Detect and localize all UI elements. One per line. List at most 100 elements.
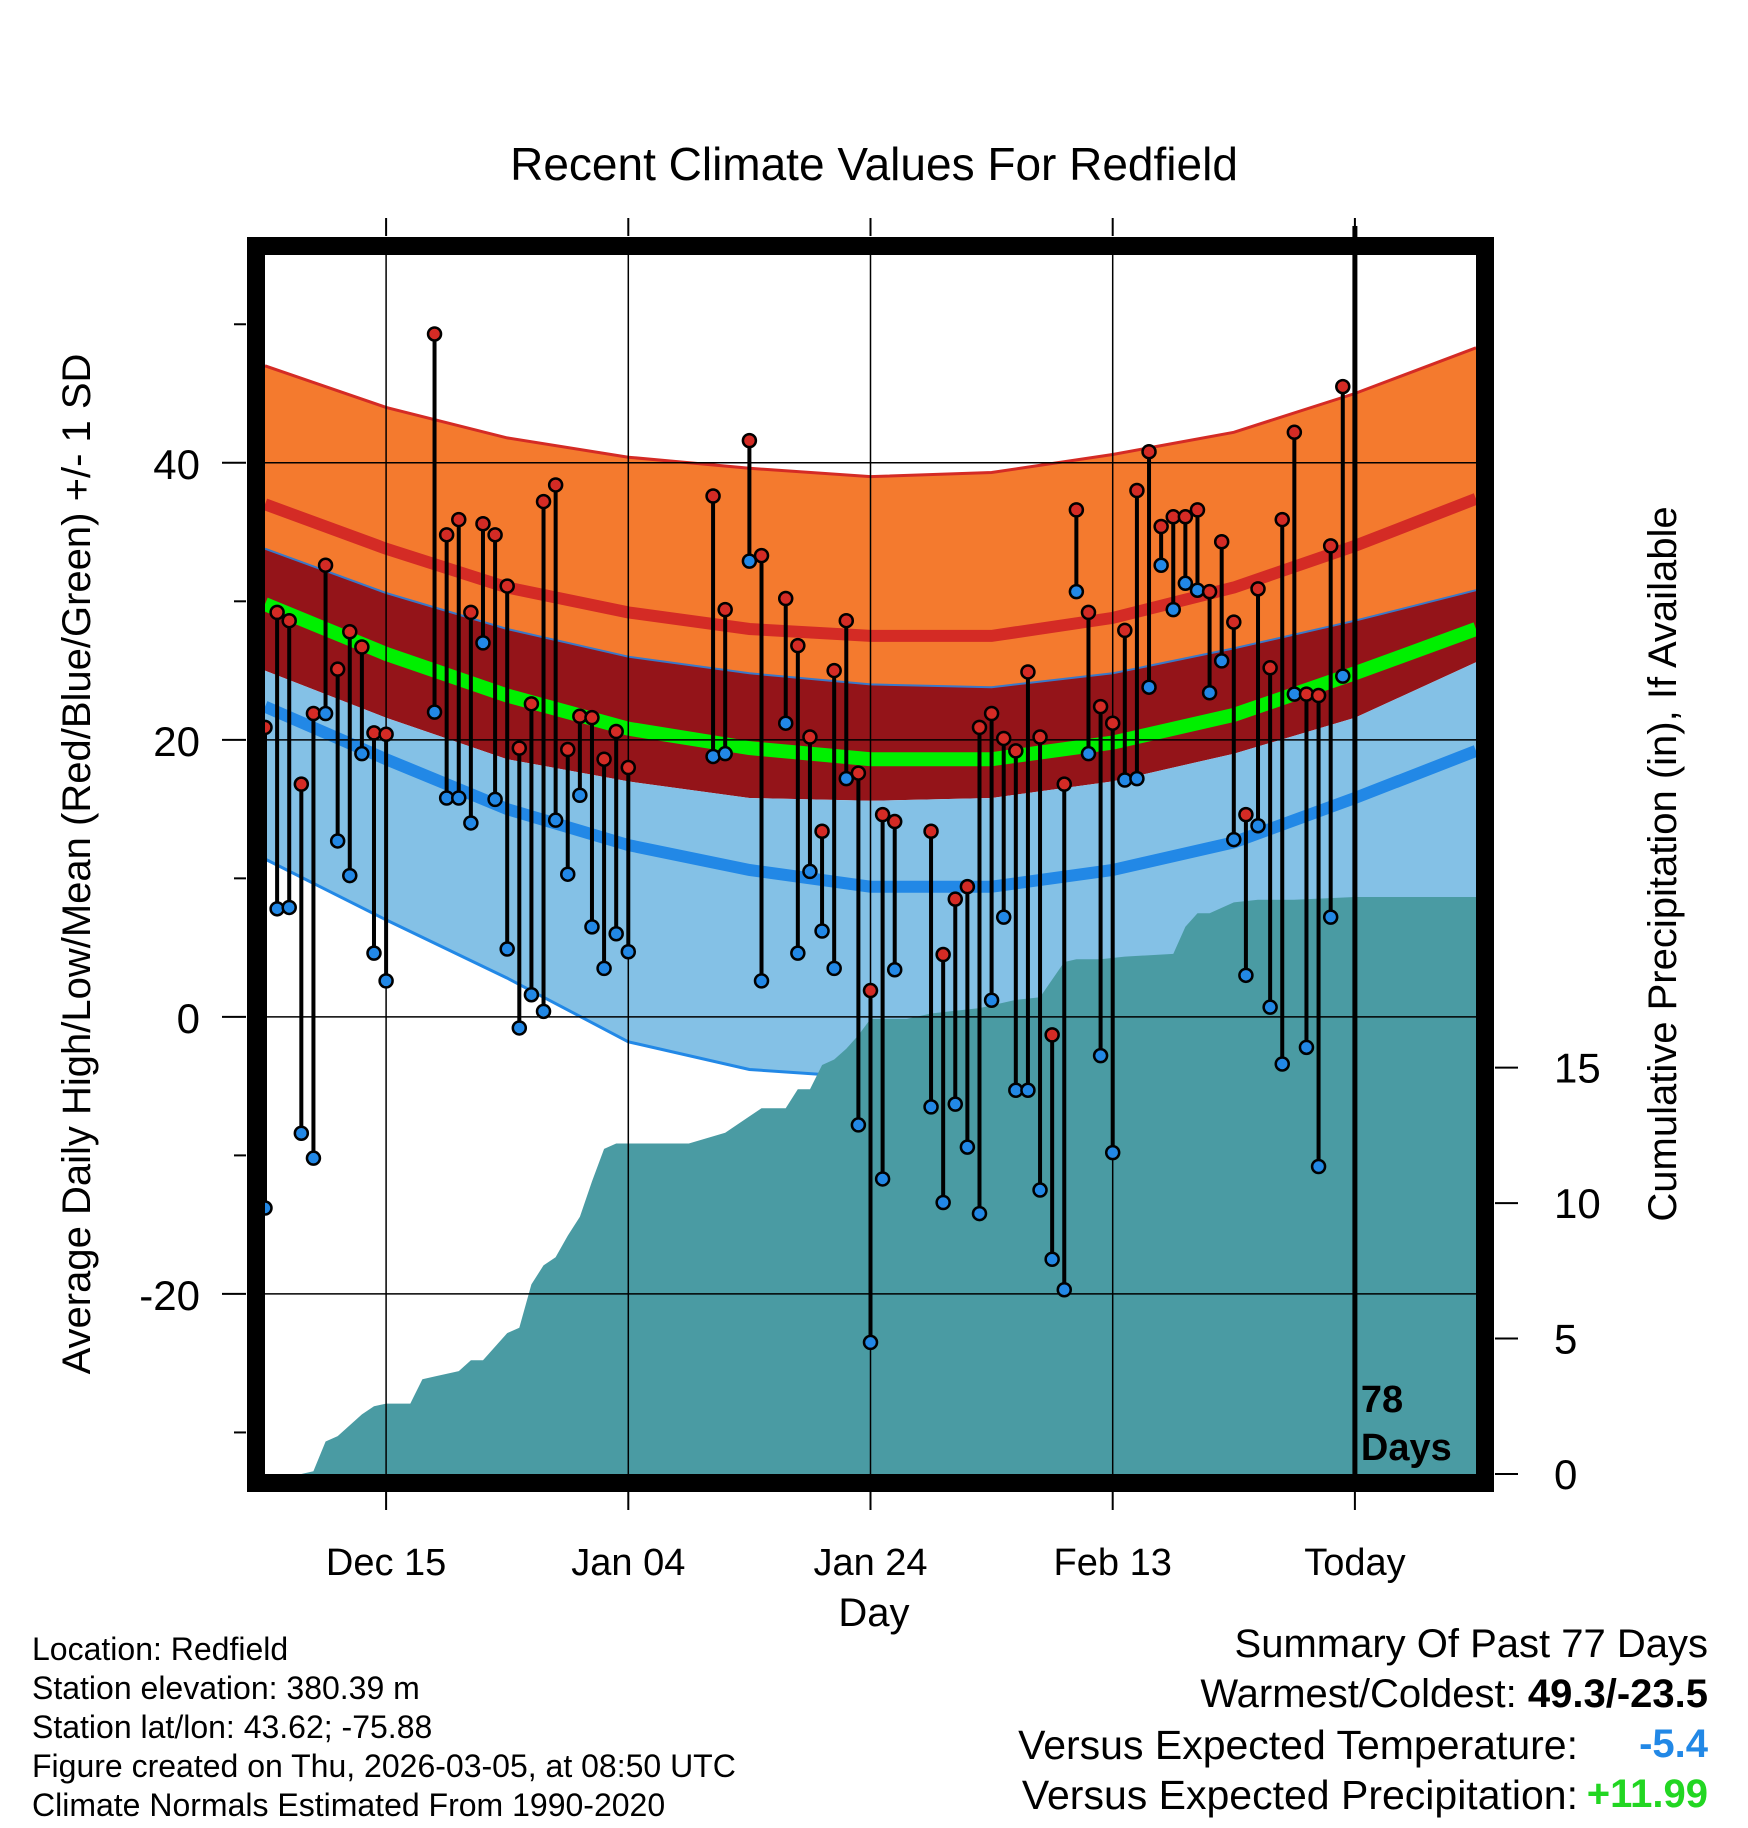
- y-tick-label-left: 20: [153, 718, 200, 765]
- low-temp-point: [802, 863, 818, 880]
- low-temp-point: [705, 748, 721, 765]
- low-temp-point: [1032, 1182, 1048, 1198]
- high-temp-point: [1177, 509, 1194, 525]
- high-temp-point: [523, 696, 540, 712]
- high-temp-point: [354, 639, 370, 655]
- high-temp-point: [1322, 538, 1339, 554]
- low-temp-point: [777, 715, 794, 731]
- low-temp-point: [717, 745, 733, 762]
- low-temp-point: [1335, 668, 1351, 684]
- high-temp-point: [705, 488, 721, 504]
- low-temp-point: [1250, 817, 1266, 834]
- low-temp-point: [1080, 745, 1097, 762]
- y-tick-label-left: 0: [177, 995, 200, 1042]
- high-temp-point: [281, 612, 297, 629]
- y-tick-label-right: 10: [1554, 1180, 1601, 1227]
- high-temp-point: [293, 776, 310, 792]
- high-temp-point: [947, 891, 964, 907]
- low-temp-point: [1165, 601, 1181, 618]
- high-temp-point: [329, 661, 346, 677]
- low-temp-point: [426, 704, 443, 720]
- chart-title: Recent Climate Values For Redfield: [510, 138, 1238, 190]
- high-temp-point: [620, 759, 637, 776]
- station-location: Location: Redfield: [32, 1631, 289, 1667]
- y-tick-label-right: 5: [1554, 1316, 1577, 1363]
- high-temp-point: [1274, 511, 1290, 528]
- high-temp-point: [560, 741, 576, 758]
- high-temp-point: [1153, 518, 1169, 535]
- warmest-coldest-label: Warmest/Coldest:: [1200, 1672, 1528, 1716]
- low-temp-point: [850, 1117, 867, 1133]
- low-temp-point: [1104, 1144, 1121, 1161]
- low-temp-point: [1141, 679, 1157, 695]
- today-marker: 78 Days: [1352, 226, 1452, 1474]
- precipitation-delta-value: +11.99: [1586, 1772, 1708, 1816]
- high-temp-point: [1201, 583, 1218, 600]
- low-temp-point: [741, 553, 758, 569]
- summary-heading: Summary Of Past 77 Days: [1234, 1622, 1708, 1666]
- low-temp-point: [342, 867, 358, 884]
- high-temp-point: [511, 740, 528, 756]
- low-temp-point: [1201, 684, 1218, 701]
- high-temp-point: [886, 813, 903, 830]
- station-elevation: Station elevation: 380.39 m: [32, 1670, 420, 1706]
- y-axis-label-right: Cumulative Precipitation (in), If Availa…: [1641, 506, 1685, 1221]
- high-temp-point: [1032, 729, 1048, 745]
- temperature-delta-label: Versus Expected Temperature:: [1018, 1722, 1578, 1768]
- high-temp-point: [1104, 715, 1121, 731]
- low-temp-point: [923, 1099, 939, 1115]
- y-tick-label-right: 15: [1554, 1045, 1601, 1092]
- high-temp-point: [547, 477, 564, 493]
- low-temp-point: [790, 945, 806, 961]
- high-temp-point: [983, 705, 1000, 722]
- low-temp-point: [511, 1020, 528, 1036]
- x-tick-label: Dec 15: [326, 1542, 446, 1584]
- low-temp-point: [838, 770, 855, 787]
- high-temp-point: [1117, 622, 1133, 639]
- low-temp-point: [1177, 575, 1194, 592]
- low-temp-point: [1020, 1082, 1036, 1099]
- low-temp-point: [1056, 1282, 1073, 1298]
- low-temp-point: [499, 941, 515, 957]
- low-temp-point: [1213, 653, 1230, 669]
- high-temp-point: [1238, 806, 1254, 823]
- high-temp-point: [584, 709, 600, 726]
- high-temp-point: [838, 612, 855, 629]
- high-temp-point: [1286, 424, 1303, 441]
- low-temp-point: [959, 1139, 976, 1155]
- low-temp-point: [886, 962, 903, 978]
- high-temp-point: [1213, 533, 1230, 550]
- low-temp-point: [329, 833, 346, 849]
- low-temp-point: [281, 899, 297, 916]
- high-temp-point: [535, 493, 552, 510]
- y-tick-label-right: 0: [1554, 1451, 1577, 1498]
- high-temp-point: [753, 547, 770, 564]
- high-temp-point: [959, 878, 976, 895]
- high-temp-point: [596, 751, 612, 767]
- high-temp-point: [475, 515, 491, 532]
- high-temp-point: [1056, 776, 1073, 792]
- high-temp-point: [1008, 743, 1024, 759]
- temperature-delta-value: -5.4: [1639, 1722, 1708, 1766]
- low-temp-point: [572, 787, 588, 803]
- x-axis-label: Day: [838, 1591, 909, 1635]
- daily-markers: [257, 326, 1351, 1351]
- low-temp-point: [620, 944, 637, 960]
- x-tick-label: Feb 13: [1054, 1542, 1172, 1584]
- high-temp-point: [777, 590, 794, 607]
- low-temp-point: [305, 1150, 322, 1166]
- low-temp-point: [560, 866, 576, 882]
- low-temp-point: [547, 812, 564, 828]
- low-temp-point: [874, 1171, 891, 1187]
- low-temp-point: [535, 1003, 552, 1020]
- high-temp-point: [923, 823, 939, 840]
- high-temp-point: [741, 432, 758, 449]
- today-annotation: 78: [1361, 1379, 1403, 1421]
- high-temp-point: [1335, 378, 1351, 395]
- high-temp-point: [499, 578, 515, 594]
- high-temp-point: [717, 601, 733, 618]
- low-temp-point: [935, 1194, 951, 1211]
- low-temp-point: [862, 1334, 879, 1351]
- summary-temperature: Versus Expected Temperature: -5.4: [808, 1722, 1708, 1772]
- low-temp-point: [475, 635, 491, 651]
